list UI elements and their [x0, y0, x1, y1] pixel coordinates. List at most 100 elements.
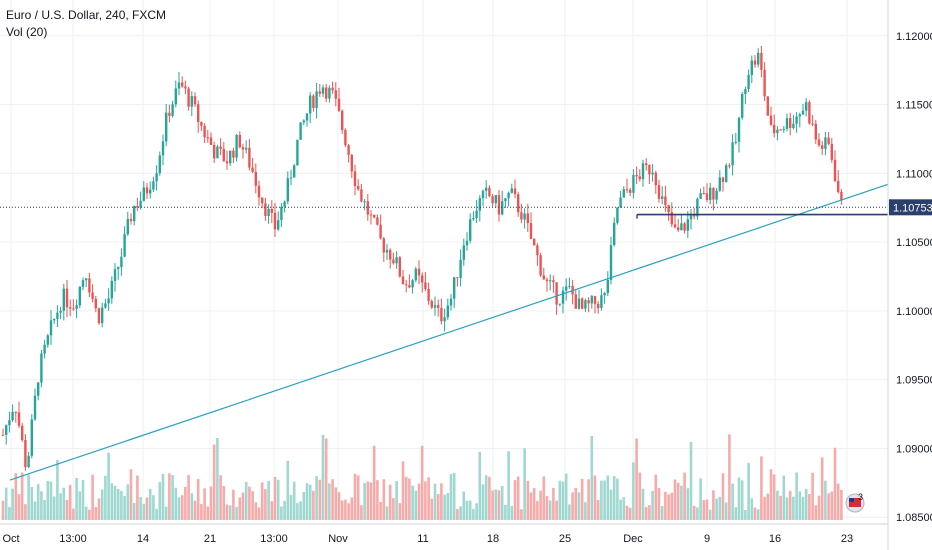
volume-bar	[4, 487, 8, 520]
candle-body	[75, 305, 78, 309]
candle-body	[792, 123, 795, 129]
volume-bar	[168, 473, 171, 520]
candle-body	[766, 96, 769, 116]
candle-body	[273, 212, 277, 230]
volume-bar	[744, 509, 747, 520]
volume-bar	[81, 479, 85, 520]
candle-body	[155, 173, 158, 182]
candle-body	[558, 303, 561, 305]
volume-bar	[795, 472, 798, 520]
candle-body	[277, 220, 280, 230]
volume-bar	[14, 473, 18, 520]
candle-body	[225, 161, 229, 164]
volume-bar	[731, 483, 734, 520]
volume-bar	[792, 496, 795, 520]
volume-bar	[798, 491, 802, 520]
volume-bar	[638, 472, 642, 520]
candle-body	[385, 249, 389, 253]
candle-body	[59, 310, 62, 313]
x-tick-label: 16	[769, 533, 781, 545]
candle-body	[549, 280, 552, 282]
candle-body	[149, 189, 152, 194]
volume-bar	[17, 494, 21, 520]
volume-bar	[27, 474, 30, 520]
volume-bar	[241, 492, 245, 520]
candle-body	[17, 412, 21, 426]
volume-bar	[344, 499, 347, 520]
candle-body	[789, 118, 792, 129]
volume-bar	[779, 495, 782, 520]
candle-body	[712, 187, 715, 200]
candle-body	[270, 208, 273, 213]
candle-body	[417, 268, 421, 276]
volume-bar	[836, 483, 840, 520]
candle-body	[757, 52, 760, 65]
volume-bar	[305, 483, 309, 520]
candle-body	[680, 223, 683, 231]
candle-body	[337, 98, 341, 111]
candle-body	[574, 294, 577, 309]
candle-body	[705, 193, 709, 201]
volume-bar	[46, 480, 50, 520]
events-badge[interactable]: 3	[845, 492, 865, 513]
candle-body	[785, 118, 789, 129]
candle-body	[683, 223, 686, 231]
volume-bar	[840, 489, 843, 520]
volume-bar	[97, 498, 101, 520]
volume-bar	[443, 494, 446, 520]
volume-bar	[145, 497, 149, 520]
candle-body	[40, 353, 43, 383]
candle-body	[488, 187, 491, 197]
candle-body	[373, 214, 376, 218]
candle-body	[267, 208, 270, 217]
volume-bar	[20, 472, 24, 520]
x-tick-label: 18	[487, 533, 499, 545]
volume-bar	[833, 447, 837, 520]
volume-bar	[558, 480, 562, 520]
volume-bar	[603, 480, 606, 520]
candle-body	[197, 104, 200, 123]
candle-body	[465, 240, 469, 246]
price-axis[interactable]: 1.12000 1.11500 1.11000 1.10500 1.10000 1.095…	[887, 0, 932, 550]
volume-bar	[340, 500, 344, 520]
candle-body	[158, 155, 161, 174]
volume-bar	[587, 479, 590, 520]
candle-body	[456, 277, 459, 279]
candle-body	[104, 303, 107, 308]
volume-bar	[120, 490, 123, 520]
symbol-title[interactable]: Euro / U.S. Dollar, 240, FXCM	[6, 8, 167, 22]
candle-body	[824, 137, 827, 149]
y-tick-label: 1.08500	[896, 512, 932, 524]
candle-body	[392, 259, 395, 264]
volume-bar	[814, 505, 818, 520]
candle-body	[161, 141, 165, 156]
volume-bar	[363, 482, 366, 520]
volume-bar	[760, 456, 763, 520]
volume-bar	[472, 508, 475, 520]
volume-bar	[433, 483, 437, 520]
candle-body	[769, 115, 773, 125]
trendline	[9, 183, 889, 481]
volume-bar	[52, 496, 56, 520]
candle-body	[657, 185, 661, 199]
candle-body	[584, 300, 587, 309]
flag-icon	[849, 498, 861, 507]
candle-body	[369, 214, 373, 216]
volume-indicator-label[interactable]: Vol (20)	[6, 25, 48, 39]
volume-bar	[276, 479, 280, 520]
candle-body	[257, 185, 261, 198]
volume-bar	[644, 507, 648, 520]
candle-body	[325, 87, 328, 99]
volume-bar	[820, 457, 824, 520]
candle-body	[555, 282, 558, 305]
volume-bar	[139, 496, 142, 520]
candle-body	[382, 238, 385, 253]
candle-body	[609, 245, 613, 280]
candle-body	[395, 257, 398, 264]
volume-bar	[251, 491, 254, 520]
candle-body	[142, 187, 145, 201]
time-axis[interactable]: Oct 13:00 14 21 13:00 Nov 11 18 25 Dec 9 16 23	[0, 523, 888, 545]
volume-bar	[715, 498, 718, 520]
volume-bar	[654, 474, 658, 520]
